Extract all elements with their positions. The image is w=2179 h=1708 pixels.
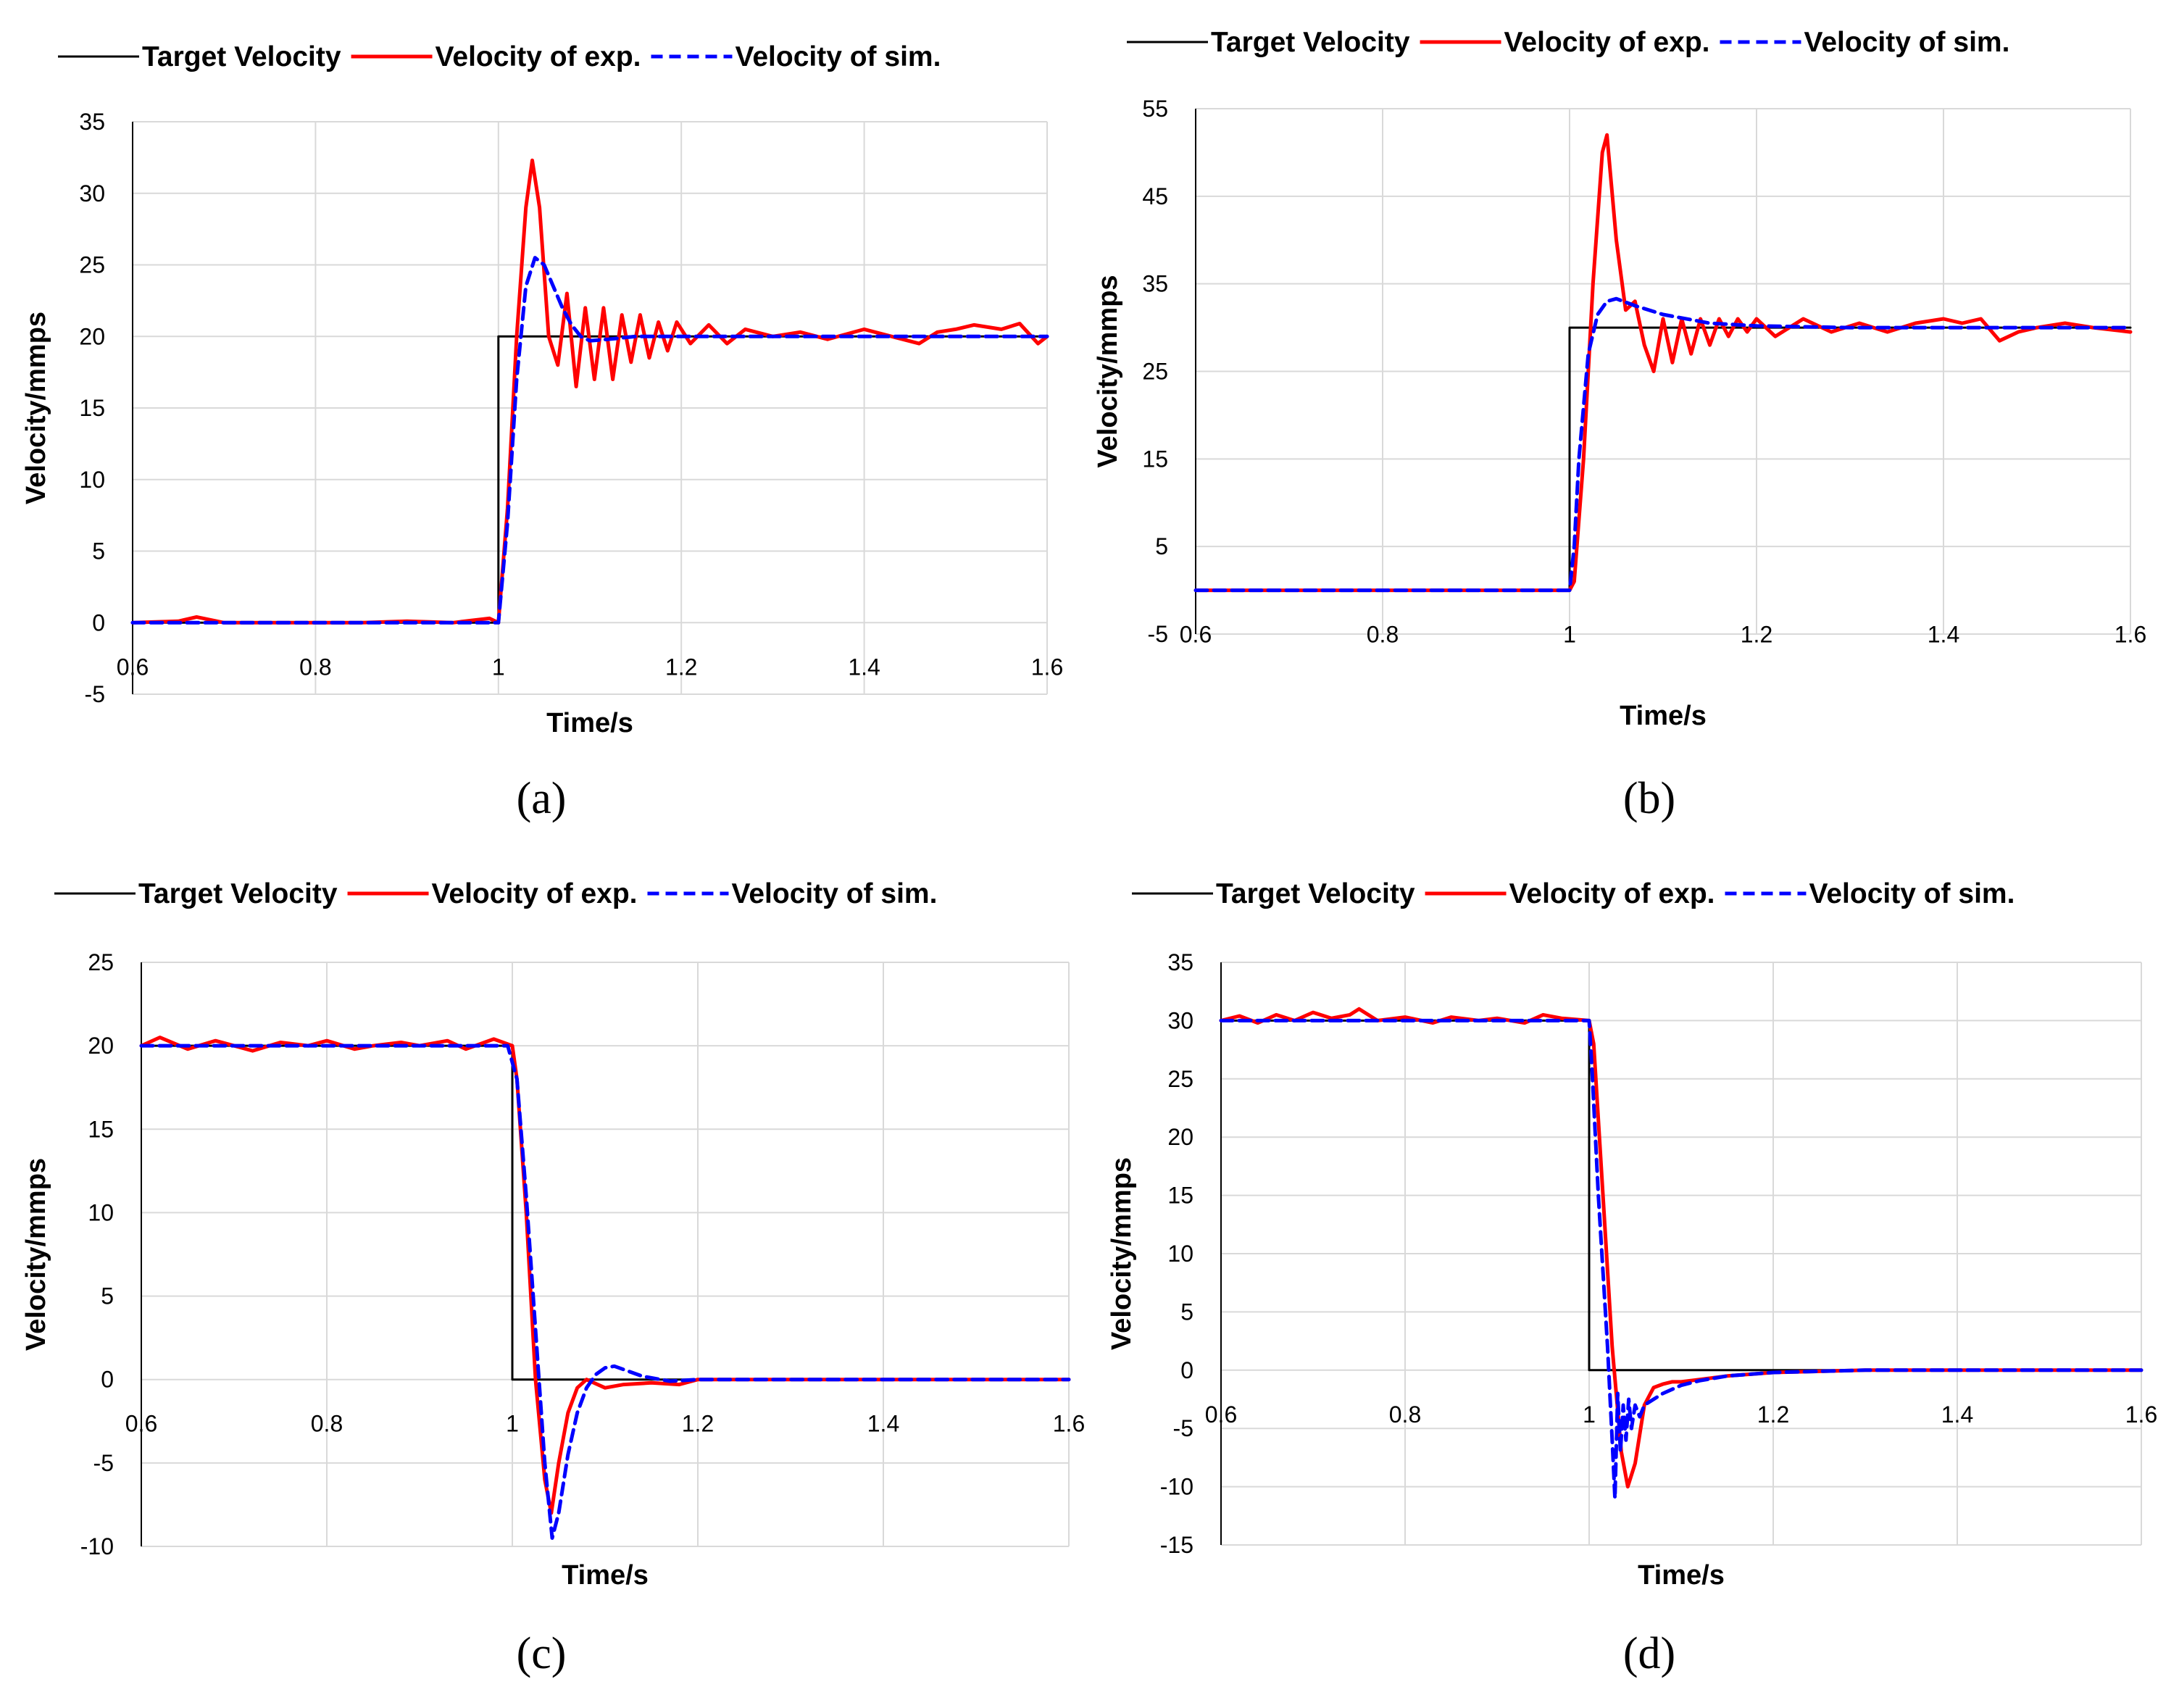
y-tick-label: 25: [88, 949, 114, 975]
panel-caption: (b): [1623, 774, 1675, 823]
y-tick-label: -10: [1160, 1474, 1193, 1500]
x-tick-label: 1.6: [1053, 1411, 1085, 1437]
y-tick-label: 0: [92, 609, 105, 636]
y-tick-label: -5: [1173, 1415, 1193, 1441]
y-tick-label: 30: [1167, 1007, 1193, 1033]
legend-label-velocity-of-sim: Velocity of sim.: [735, 41, 941, 72]
x-tick-label: 1.2: [665, 654, 697, 680]
x-tick-label: 1.2: [682, 1411, 714, 1437]
y-axis-title: Velocity/mmps: [21, 312, 51, 504]
y-tick-label: 5: [101, 1283, 114, 1309]
series-line-velocity-of-exp: [1219, 1007, 2143, 1489]
y-tick-label: 35: [1142, 271, 1168, 297]
x-tick-label: 0.6: [1180, 622, 1212, 648]
y-tick-label: 45: [1142, 183, 1168, 209]
x-tick-label: 0.8: [311, 1411, 343, 1437]
y-tick-label: 25: [1142, 359, 1168, 385]
x-tick-label: 1.2: [1757, 1401, 1789, 1428]
x-tick-label: 1: [1583, 1401, 1596, 1428]
y-tick-label: 0: [1180, 1357, 1193, 1383]
series-line-velocity-of-sim: [139, 1043, 1071, 1540]
x-tick-label: 1: [1563, 622, 1576, 648]
x-tick-label: 1.4: [867, 1411, 899, 1437]
x-axis-title: Time/s: [1620, 701, 1707, 731]
series-line-velocity-of-sim: [1219, 1018, 2143, 1501]
legend-label-velocity-of-exp: Velocity of exp.: [436, 41, 641, 72]
y-tick-label: 35: [79, 109, 105, 135]
series-line-velocity-of-sim: [130, 256, 1049, 625]
x-tick-label: 1.4: [1928, 622, 1959, 648]
y-axis-title: Velocity/mmps: [1093, 275, 1123, 467]
y-axis-title: Velocity/mmps: [1107, 1157, 1137, 1350]
legend-label-velocity-of-sim: Velocity of sim.: [731, 878, 937, 909]
series-line-velocity-of-exp: [130, 158, 1049, 625]
y-tick-label: 10: [1167, 1241, 1193, 1267]
x-tick-label: 1: [506, 1411, 519, 1437]
y-tick-label: 20: [1167, 1124, 1193, 1150]
x-tick-label: 0.6: [1205, 1401, 1237, 1428]
chart-a: -5 0 5 10 15 20 25 30 35 0.6 0.8 1 1.2 1.4 1.6 Time/s Ve…: [21, 41, 1063, 823]
series-line-velocity-of-exp: [1193, 133, 2133, 593]
y-tick-label: 20: [88, 1033, 114, 1059]
legend-label-target-velocity: Target Velocity: [1211, 27, 1410, 58]
y-tick-label: -15: [1160, 1532, 1193, 1558]
y-tick-label: 25: [1167, 1066, 1193, 1092]
y-tick-label: 55: [1142, 96, 1168, 122]
y-tick-label: -5: [85, 681, 105, 707]
panel-caption: (a): [517, 774, 567, 823]
x-tick-label: 1.6: [2125, 1401, 2157, 1428]
x-tick-label: 1: [492, 654, 505, 680]
x-tick-label: 0.6: [117, 654, 149, 680]
legend-label-velocity-of-exp: Velocity of exp.: [432, 878, 638, 909]
legend-label-velocity-of-sim: Velocity of sim.: [1804, 27, 2009, 58]
series-line-velocity-of-sim: [1193, 296, 2133, 593]
y-tick-label: 0: [101, 1367, 114, 1393]
series-line-velocity-of-exp: [139, 1036, 1071, 1515]
x-axis-title: Time/s: [546, 708, 633, 738]
chart-b: -5 5 15 25 35 45 55 0.6 0.8 1 1.2 1.4 1.6 Time/s Veloc…: [1093, 27, 2146, 823]
y-tick-label: -10: [80, 1533, 114, 1559]
legend-label-velocity-of-sim: Velocity of sim.: [1809, 878, 2015, 909]
legend-label-target-velocity: Target Velocity: [142, 41, 341, 72]
y-tick-label: 15: [1142, 446, 1168, 472]
y-tick-label: 5: [1180, 1299, 1193, 1325]
y-tick-label: 25: [79, 252, 105, 278]
x-tick-label: 1.4: [1941, 1401, 1973, 1428]
x-tick-label: 1.4: [848, 654, 880, 680]
x-tick-label: 0.6: [125, 1411, 157, 1437]
y-tick-label: 15: [88, 1116, 114, 1142]
legend-label-target-velocity: Target Velocity: [1216, 878, 1415, 909]
legend-label-target-velocity: Target Velocity: [138, 878, 338, 909]
x-tick-label: 1.2: [1741, 622, 1772, 648]
chart-c: -10 -5 0 5 10 15 20 25 0.6 0.8 1 1.2 1.4 1.6 Time/s Vel…: [21, 878, 1085, 1678]
y-tick-label: 10: [88, 1199, 114, 1225]
legend-label-velocity-of-exp: Velocity of exp.: [1509, 878, 1715, 909]
y-tick-label: 15: [79, 395, 105, 421]
y-tick-label: 10: [79, 467, 105, 493]
y-tick-label: 35: [1167, 949, 1193, 975]
x-tick-label: 0.8: [1389, 1401, 1421, 1428]
legend-label-velocity-of-exp: Velocity of exp.: [1504, 27, 1710, 58]
y-tick-label: 5: [1155, 533, 1168, 559]
chart-d: -15 -10 -5 0 5 10 15 20 25 30 35 0.6 0.8 1 1.2 1.4 1.6 Ti…: [1107, 878, 2157, 1678]
y-tick-label: -5: [93, 1450, 114, 1476]
panel-caption: (c): [517, 1629, 567, 1678]
y-tick-label: 20: [79, 323, 105, 349]
x-axis-title: Time/s: [1638, 1560, 1725, 1591]
panel-caption: (d): [1623, 1629, 1675, 1678]
x-axis-title: Time/s: [562, 1560, 649, 1591]
y-axis-title: Velocity/mmps: [21, 1158, 51, 1351]
x-tick-label: 1.6: [1031, 654, 1063, 680]
y-tick-label: 15: [1167, 1183, 1193, 1209]
x-tick-label: 0.8: [299, 654, 331, 680]
x-tick-label: 0.8: [1367, 622, 1399, 648]
y-tick-label: 30: [79, 180, 105, 207]
y-tick-label: -5: [1148, 621, 1168, 647]
y-tick-label: 5: [92, 538, 105, 565]
x-tick-label: 1.6: [2115, 622, 2146, 648]
